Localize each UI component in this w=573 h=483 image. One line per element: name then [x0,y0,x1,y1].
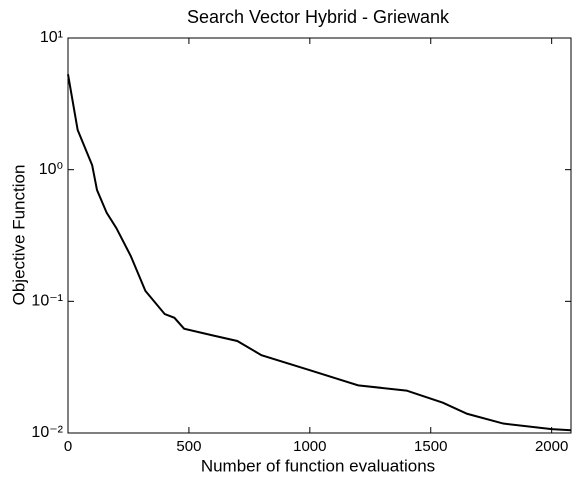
x-axis-label: Number of function evaluations [201,456,435,475]
y-tick-label: 10⁰ [39,161,63,178]
y-tick-label: 10⁻¹ [31,293,63,310]
x-tick-label: 500 [176,438,201,455]
y-tick-label: 10⁻² [31,424,63,441]
line-series [67,74,572,432]
x-tick-label: 0 [64,438,72,455]
x-tick-label: 1000 [293,438,326,455]
chart-title: Search Vector Hybrid - Griewank [187,7,450,27]
y-tick-label: 10¹ [40,29,63,46]
x-tick-label: 1500 [414,438,447,455]
plot-frame [67,37,572,434]
y-axis-label: Objective Function [9,165,28,306]
x-tick-label: 2000 [535,438,568,455]
